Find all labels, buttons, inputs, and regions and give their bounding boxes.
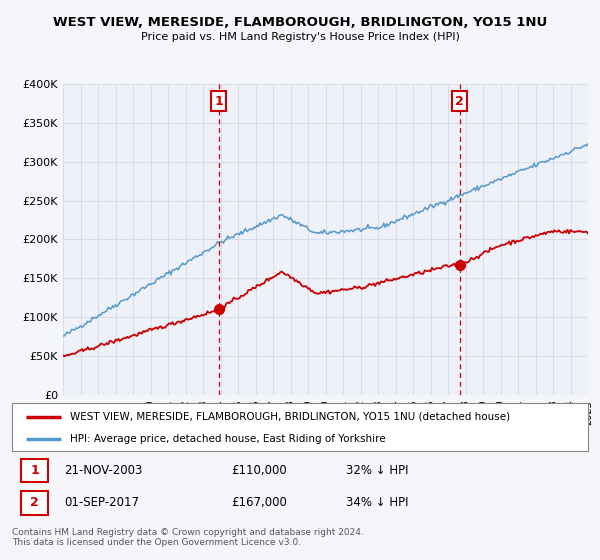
Text: 21-NOV-2003: 21-NOV-2003 (64, 464, 142, 477)
Text: 2: 2 (455, 95, 464, 108)
Text: 1: 1 (214, 95, 223, 108)
Text: £167,000: £167,000 (231, 497, 287, 510)
Text: WEST VIEW, MERESIDE, FLAMBOROUGH, BRIDLINGTON, YO15 1NU (detached house): WEST VIEW, MERESIDE, FLAMBOROUGH, BRIDLI… (70, 412, 510, 422)
Text: 01-SEP-2017: 01-SEP-2017 (64, 497, 139, 510)
Text: Price paid vs. HM Land Registry's House Price Index (HPI): Price paid vs. HM Land Registry's House … (140, 32, 460, 43)
Text: 2: 2 (30, 497, 39, 510)
Text: 34% ↓ HPI: 34% ↓ HPI (346, 497, 409, 510)
Text: WEST VIEW, MERESIDE, FLAMBOROUGH, BRIDLINGTON, YO15 1NU: WEST VIEW, MERESIDE, FLAMBOROUGH, BRIDLI… (53, 16, 547, 29)
Text: 1: 1 (30, 464, 39, 477)
FancyBboxPatch shape (20, 492, 48, 515)
Text: Contains HM Land Registry data © Crown copyright and database right 2024.
This d: Contains HM Land Registry data © Crown c… (12, 528, 364, 547)
Text: HPI: Average price, detached house, East Riding of Yorkshire: HPI: Average price, detached house, East… (70, 434, 385, 444)
FancyBboxPatch shape (20, 459, 48, 482)
Text: £110,000: £110,000 (231, 464, 287, 477)
Text: 32% ↓ HPI: 32% ↓ HPI (346, 464, 409, 477)
